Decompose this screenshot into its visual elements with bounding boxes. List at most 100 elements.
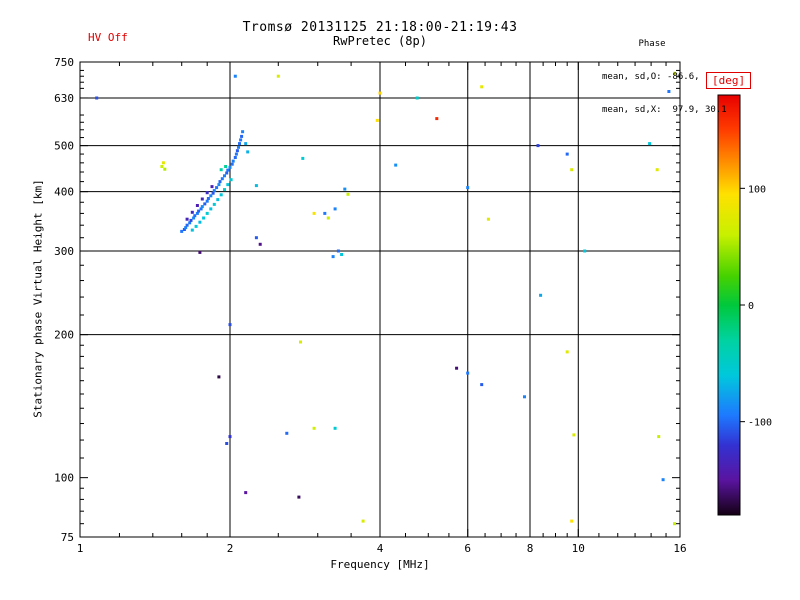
svg-text:2: 2	[227, 542, 234, 555]
data-point	[570, 168, 574, 172]
data-point	[333, 426, 337, 430]
svg-text:4: 4	[377, 542, 384, 555]
data-point	[238, 142, 241, 146]
data-point	[466, 371, 470, 375]
data-point	[285, 431, 289, 435]
data-point	[312, 211, 316, 215]
data-point	[217, 183, 221, 187]
data-point	[190, 228, 194, 232]
data-point	[237, 145, 240, 149]
svg-text:500: 500	[54, 140, 74, 153]
data-point	[212, 202, 216, 206]
svg-text:100: 100	[54, 472, 74, 485]
data-point	[229, 178, 233, 182]
data-point	[233, 74, 237, 78]
data-point	[657, 435, 661, 439]
data-point	[234, 152, 238, 156]
data-point	[240, 134, 244, 138]
svg-text:-100: -100	[748, 418, 772, 429]
svg-text:200: 200	[54, 329, 74, 342]
data-point	[203, 202, 207, 206]
data-point	[211, 191, 215, 195]
data-point	[235, 149, 239, 153]
colorbar-units-label: [deg]	[706, 72, 752, 89]
data-point	[333, 207, 337, 211]
data-point	[200, 205, 204, 209]
data-point	[184, 226, 188, 230]
data-point	[361, 519, 365, 523]
data-point	[231, 159, 235, 163]
phase-stats-block: Phase mean, sd,O: -86.6, 15.2 mean, sd,X…	[602, 17, 727, 138]
data-point	[258, 242, 262, 246]
data-point	[394, 163, 398, 167]
svg-text:630: 630	[54, 92, 74, 105]
data-point	[667, 90, 671, 93]
data-point	[244, 142, 248, 146]
data-point	[565, 350, 569, 354]
data-point	[206, 197, 210, 200]
svg-text:6: 6	[464, 542, 471, 555]
data-point	[219, 168, 223, 172]
data-point	[218, 180, 222, 184]
data-point	[323, 211, 327, 215]
svg-text:750: 750	[54, 56, 74, 69]
data-point	[223, 188, 226, 192]
data-point	[216, 198, 220, 202]
data-point	[223, 174, 226, 178]
phase-stats-x-mode: mean, sd,X: 97.9, 30.1	[602, 105, 727, 115]
data-point	[192, 216, 196, 220]
data-point	[228, 323, 232, 327]
data-point	[198, 220, 202, 224]
data-point	[193, 214, 197, 218]
data-point	[197, 209, 201, 213]
data-point	[195, 211, 199, 215]
data-point	[301, 156, 305, 160]
data-point	[648, 142, 652, 146]
data-point	[583, 249, 587, 253]
data-point	[224, 165, 228, 168]
data-point	[233, 156, 237, 159]
data-point	[241, 130, 245, 134]
data-point	[202, 216, 206, 220]
data-point	[161, 161, 165, 165]
data-point	[331, 255, 335, 259]
plot-title: Tromsø 20131125 21:18:00-21:19:43	[242, 20, 518, 35]
data-point	[200, 197, 204, 201]
data-point	[375, 118, 379, 122]
data-point	[523, 395, 526, 399]
data-point	[209, 207, 213, 211]
data-point	[95, 96, 99, 100]
data-point	[160, 165, 164, 168]
data-point	[230, 162, 234, 166]
data-point	[466, 186, 470, 190]
svg-text:0: 0	[748, 301, 754, 312]
data-point	[198, 250, 202, 254]
data-point	[185, 217, 189, 221]
data-point	[212, 189, 216, 193]
svg-text:8: 8	[527, 542, 534, 555]
data-point	[486, 217, 490, 221]
data-point	[189, 218, 193, 222]
data-point	[539, 293, 543, 297]
data-point	[205, 199, 209, 203]
data-point	[415, 96, 419, 100]
data-point	[536, 144, 540, 148]
data-point	[326, 216, 330, 220]
svg-text:1: 1	[77, 542, 84, 555]
data-point	[215, 186, 219, 190]
data-point	[673, 71, 676, 75]
data-point	[254, 236, 258, 240]
data-point	[163, 167, 167, 171]
data-point	[346, 192, 350, 196]
data-point	[182, 228, 186, 231]
svg-text:100: 100	[748, 184, 766, 195]
x-axis-label: Frequency [MHz]	[330, 558, 430, 571]
data-point	[228, 435, 232, 439]
data-point	[225, 171, 229, 175]
data-point	[570, 519, 574, 523]
data-point	[336, 249, 340, 253]
data-point	[195, 204, 199, 207]
data-point	[480, 85, 484, 89]
data-point	[228, 165, 232, 169]
